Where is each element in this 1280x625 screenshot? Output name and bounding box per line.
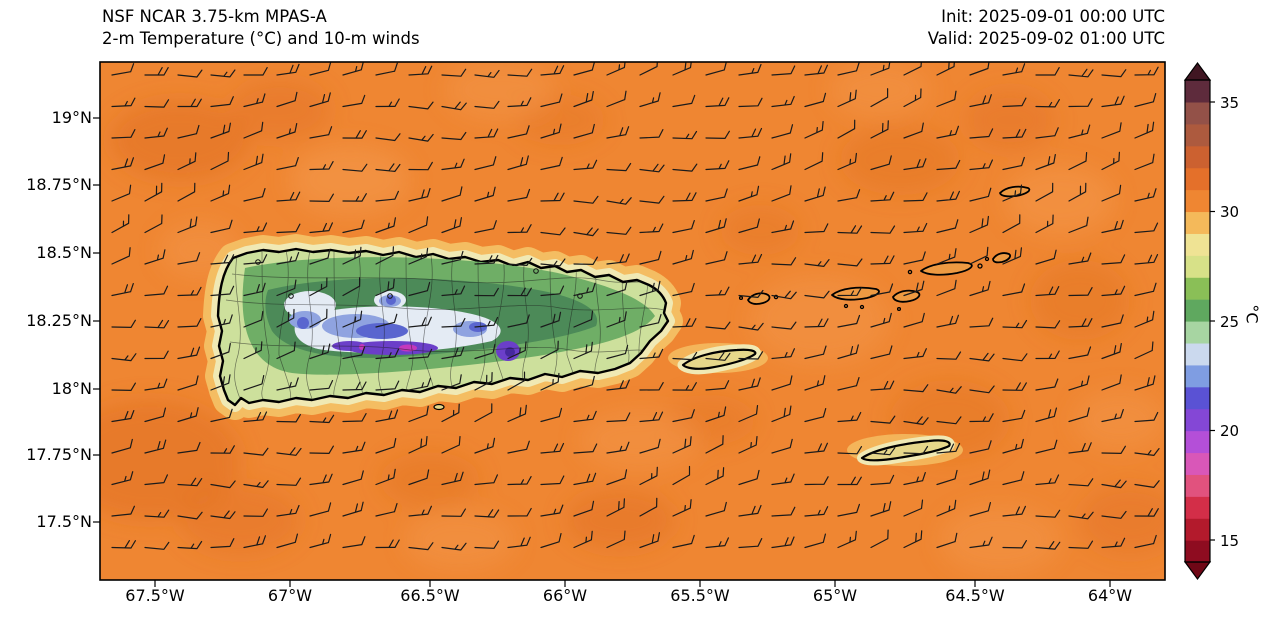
colorbar-units-label: °C [1242, 304, 1262, 324]
x-tick-label: 67°W [267, 586, 313, 605]
colorbar-tick-label: 35 [1220, 94, 1240, 112]
colorbar-tick-label: 30 [1220, 203, 1240, 221]
colorbar-bands [1185, 80, 1210, 563]
model-title: NSF NCAR 3.75-km MPAS-A [102, 7, 327, 26]
y-tick-label: 18.25°N [26, 311, 92, 330]
wind-barbs-layer [111, 62, 1160, 551]
station-markers [255, 259, 583, 299]
x-tick-label: 67.5°W [125, 586, 185, 605]
st-john-island [892, 289, 921, 303]
x-tick-label: 64°W [1087, 586, 1133, 605]
product-title: 2-m Temperature (°C) and 10-m winds [102, 29, 420, 48]
y-tick-label: 19°N [51, 108, 92, 127]
wind-barb-field [111, 62, 1160, 551]
colorbar-tick-marks [1210, 101, 1215, 541]
st-croix-island [860, 439, 951, 462]
colorbar-tick-label: 15 [1220, 532, 1240, 550]
x-tick-label: 66.5°W [400, 586, 460, 605]
y-tick-label: 17.75°N [26, 445, 92, 464]
x-tick-label: 65°W [812, 586, 858, 605]
municipality-border-lines [225, 249, 665, 405]
y-tick-label: 17.5°N [36, 512, 92, 531]
colorbar-under-arrow [1183, 561, 1212, 581]
x-tick-label: 65.5°W [670, 586, 730, 605]
x-tick-label: 66°W [542, 586, 588, 605]
valid-time: Valid: 2025-09-02 01:00 UTC [927, 29, 1165, 48]
y-tick-label: 18.75°N [26, 175, 92, 194]
st-thomas-island [831, 286, 880, 301]
virgin-gorda-island [992, 252, 1012, 264]
axis-tick-marks [93, 117, 1111, 587]
x-tick-label: 64.5°W [945, 586, 1005, 605]
ocean-layer [100, 62, 1165, 580]
colorbar-tick-label: 20 [1220, 422, 1240, 440]
caja-de-muertos-islet [433, 403, 445, 411]
init-time: Init: 2025-09-01 00:00 UTC [941, 7, 1165, 26]
municipality-borders [225, 249, 665, 405]
colorbar-tick-label: 25 [1220, 313, 1240, 331]
culebra-island [747, 292, 771, 305]
tortola-island [920, 261, 973, 276]
y-tick-label: 18.5°N [36, 243, 92, 262]
anegada-island [999, 185, 1031, 198]
colorbar-over-arrow [1183, 61, 1212, 81]
colorbar [1183, 61, 1215, 581]
y-tick-label: 18°N [51, 379, 92, 398]
